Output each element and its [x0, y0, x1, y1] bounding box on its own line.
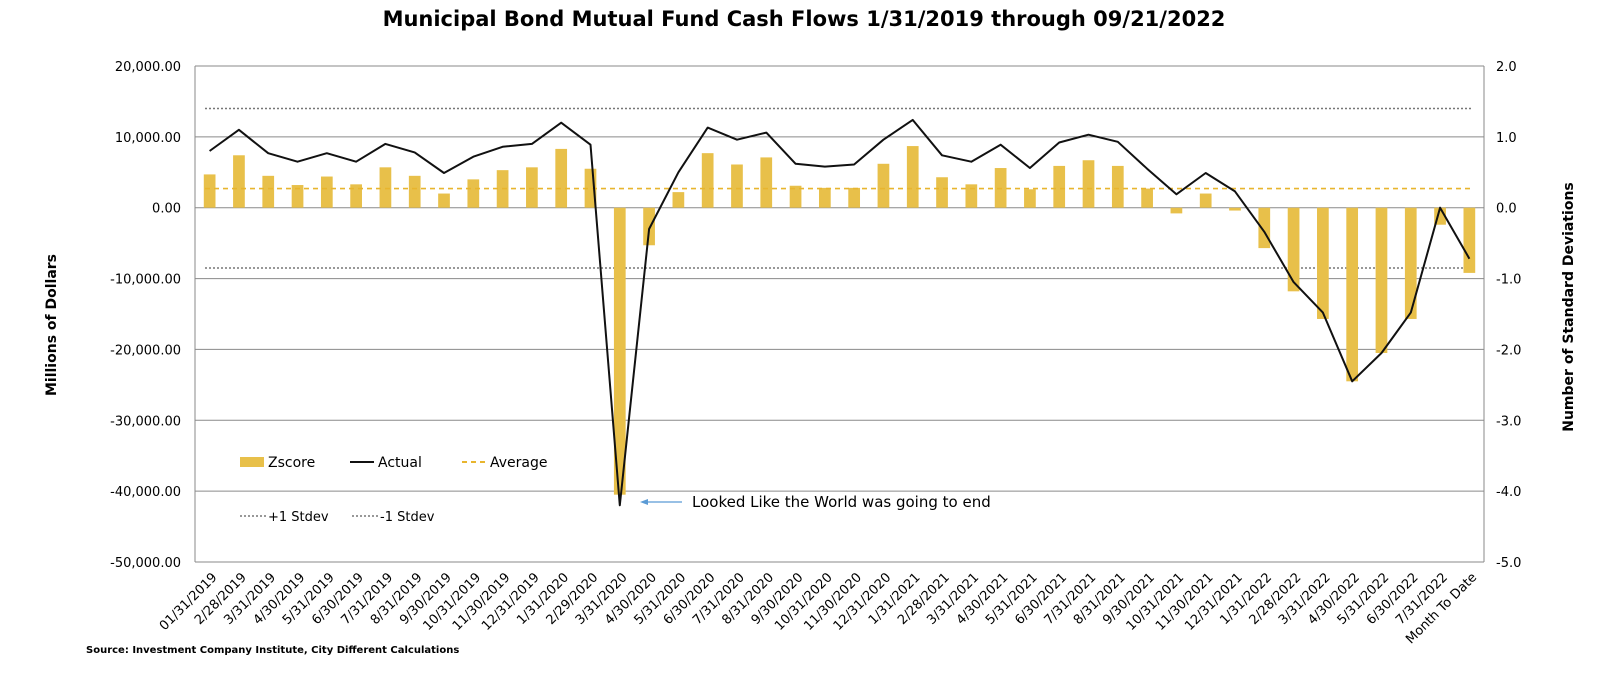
zscore-bar	[438, 193, 450, 208]
zscore-bar	[1375, 207, 1388, 353]
zscore-bar	[760, 157, 773, 208]
legend: Zscore Actual Average +1 Stdev -1 Stdev	[240, 455, 548, 525]
zscore-bar	[906, 146, 919, 208]
y-tick-label: 10,000.00	[115, 131, 181, 146]
annotation-arrowhead	[640, 499, 648, 505]
zscore-bar	[584, 168, 597, 208]
legend-swatch-zscore	[240, 457, 264, 467]
zscore-bar	[408, 175, 421, 208]
zscore-bar	[936, 177, 948, 208]
zscore-bar	[1024, 189, 1036, 208]
stdev-lines	[205, 107, 1472, 269]
zscore-bar	[555, 148, 568, 208]
y-tick-label: -50,000.00	[110, 556, 181, 571]
chart-title: Municipal Bond Mutual Fund Cash Flows 1/…	[383, 7, 1226, 31]
y-axis-title: Millions of Dollars	[44, 254, 60, 396]
zscore-bar	[233, 155, 245, 208]
zscore-bar	[1082, 160, 1095, 208]
zscore-bar	[320, 176, 333, 208]
y2-tick-label: 0.0	[1496, 202, 1517, 217]
zscore-bar	[848, 187, 861, 208]
zscore-bar	[1170, 207, 1183, 214]
zscore-bar	[379, 167, 392, 208]
x-axis-ticks: 01/31/20192/28/20193/31/20194/30/20195/3…	[157, 570, 1480, 647]
zscore-bar	[1317, 207, 1329, 319]
zscore-bar	[1434, 207, 1446, 225]
zscore-bar	[701, 153, 714, 208]
right-axis-ticks: 2.0 1.0 0.0 -1.0 -2.0 -3.0 -4.0 -5.0	[1496, 60, 1521, 571]
zscore-bar	[672, 192, 685, 208]
legend-item-minus-stdev: -1 Stdev	[352, 510, 435, 525]
zscore-bar	[1053, 165, 1066, 208]
zscore-bar	[643, 207, 655, 246]
y-tick-label: -20,000.00	[110, 343, 181, 358]
actual-line-path	[209, 118, 1471, 507]
gridlines	[195, 65, 1484, 563]
legend-label-plus-stdev: +1 Stdev	[268, 510, 329, 525]
y-tick-label: -10,000.00	[110, 273, 181, 288]
legend-item-actual: Actual	[350, 455, 422, 471]
actual-line	[209, 118, 1471, 507]
zscore-bar	[965, 184, 978, 208]
legend-item-zscore: Zscore	[240, 455, 315, 471]
legend-item-average: Average	[462, 455, 548, 471]
zscore-bar	[1287, 207, 1300, 292]
y-tick-label: -30,000.00	[110, 414, 181, 429]
left-axis-ticks: 20,000.00 10,000.00 0.00 -10,000.00 -20,000.…	[110, 60, 181, 571]
legend-label-actual: Actual	[378, 455, 422, 471]
zscore-bar	[1141, 188, 1153, 208]
y-tick-label: -40,000.00	[110, 485, 181, 500]
annotation: Looked Like the World was going to end	[640, 493, 991, 511]
y-tick-label: 0.00	[152, 202, 181, 217]
y2-tick-label: -1.0	[1496, 273, 1521, 288]
zscore-bar	[1463, 207, 1476, 273]
source-note: Source: Investment Company Institute, Ci…	[86, 645, 459, 656]
legend-item-plus-stdev: +1 Stdev	[240, 510, 329, 525]
zscore-bar	[1346, 207, 1359, 382]
zscore-bar	[818, 187, 831, 208]
zscore-bar	[1258, 207, 1271, 249]
zscore-bar	[1111, 165, 1124, 208]
zscore-bar	[613, 207, 626, 495]
zscore-bar	[291, 185, 304, 208]
zscore-bar	[731, 164, 743, 208]
zscore-bar	[1199, 193, 1212, 208]
axes	[194, 66, 1485, 562]
y2-tick-label: -3.0	[1496, 414, 1521, 429]
zscore-bar	[877, 163, 890, 208]
zscore-bar	[526, 167, 538, 208]
zscore-bar	[789, 185, 802, 208]
legend-label-zscore: Zscore	[268, 455, 315, 471]
zscore-bar	[1229, 207, 1241, 211]
y2-tick-label: 1.0	[1496, 131, 1517, 146]
y2-tick-label: -5.0	[1496, 556, 1521, 571]
y2-tick-label: -2.0	[1496, 343, 1521, 358]
zscore-bar	[467, 179, 480, 208]
zscore-bar	[203, 174, 216, 208]
legend-label-average: Average	[490, 455, 548, 471]
y2-tick-label: -4.0	[1496, 485, 1521, 500]
zscore-bars	[203, 146, 1476, 495]
zscore-bar	[1404, 207, 1417, 319]
y2-axis-title: Number of Standard Deviations	[1561, 182, 1577, 432]
legend-label-minus-stdev: -1 Stdev	[380, 510, 435, 525]
y-tick-label: 20,000.00	[115, 60, 181, 75]
zscore-bar	[262, 175, 275, 208]
annotation-text: Looked Like the World was going to end	[692, 493, 991, 511]
zscore-bar	[350, 184, 362, 208]
y2-tick-label: 2.0	[1496, 60, 1517, 75]
